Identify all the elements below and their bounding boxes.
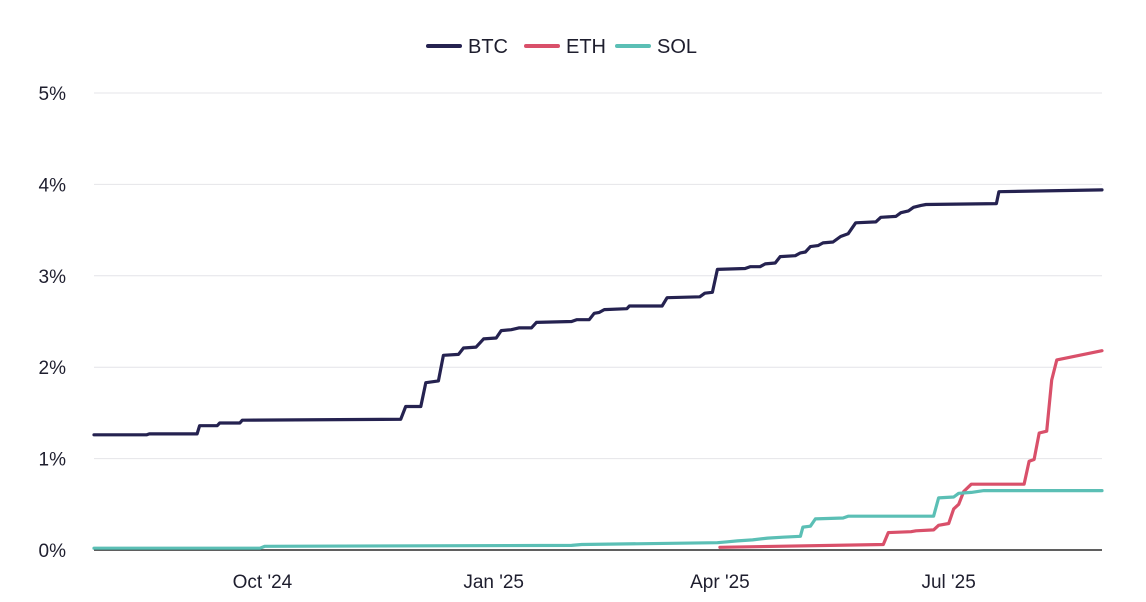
- y-tick-label: 5%: [39, 84, 67, 105]
- series-line-sol: [92, 489, 1104, 550]
- x-tick-label: Oct '24: [233, 572, 293, 593]
- x-axis: Oct '24 Jan '25 Apr '25 Jul '25: [94, 549, 1102, 593]
- series-line-eth: [718, 349, 1104, 549]
- y-axis: 0% 1% 2% 3% 4% 5%: [39, 84, 1102, 562]
- legend-label-btc: BTC: [468, 36, 508, 58]
- legend-label-eth: ETH: [566, 36, 606, 58]
- legend: BTC ETH SOL: [426, 36, 697, 58]
- y-tick-label: 4%: [39, 175, 67, 196]
- x-tick-label: Jul '25: [921, 572, 975, 593]
- y-tick-label: 2%: [39, 358, 67, 379]
- y-tick-label: 0%: [39, 541, 67, 562]
- legend-label-sol: SOL: [657, 36, 697, 58]
- y-tick-label: 3%: [39, 267, 67, 288]
- x-tick-label: Apr '25: [690, 572, 750, 593]
- series-layer: [92, 188, 1104, 550]
- x-tick-label: Jan '25: [463, 572, 524, 593]
- y-tick-label: 1%: [39, 450, 67, 471]
- series-line-btc: [92, 188, 1104, 437]
